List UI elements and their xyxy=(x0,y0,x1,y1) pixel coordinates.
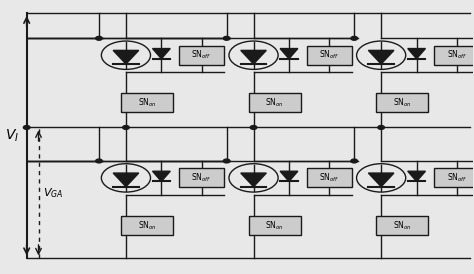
Circle shape xyxy=(223,159,230,163)
Polygon shape xyxy=(408,171,426,181)
Polygon shape xyxy=(113,50,139,64)
Circle shape xyxy=(96,159,102,163)
Circle shape xyxy=(378,125,384,129)
Bar xyxy=(179,46,224,65)
Polygon shape xyxy=(241,173,266,187)
Polygon shape xyxy=(280,48,298,59)
Text: SN$_{off}$: SN$_{off}$ xyxy=(191,172,212,184)
Text: $V_I$: $V_I$ xyxy=(6,127,19,144)
Polygon shape xyxy=(153,48,170,59)
Bar xyxy=(307,168,352,187)
Polygon shape xyxy=(408,48,426,59)
Text: SN$_{off}$: SN$_{off}$ xyxy=(447,172,467,184)
Text: SN$_{on}$: SN$_{on}$ xyxy=(265,219,284,232)
Bar xyxy=(249,93,301,112)
Polygon shape xyxy=(241,50,266,64)
Polygon shape xyxy=(368,50,394,64)
Bar xyxy=(121,216,173,235)
Bar xyxy=(179,168,224,187)
Bar xyxy=(121,93,173,112)
Text: SN$_{on}$: SN$_{on}$ xyxy=(138,219,157,232)
Text: SN$_{off}$: SN$_{off}$ xyxy=(319,49,339,61)
Bar xyxy=(249,216,301,235)
Text: SN$_{on}$: SN$_{on}$ xyxy=(393,97,412,109)
Circle shape xyxy=(96,36,102,40)
Bar xyxy=(434,46,474,65)
Polygon shape xyxy=(368,173,394,187)
Bar xyxy=(434,168,474,187)
Text: SN$_{off}$: SN$_{off}$ xyxy=(447,49,467,61)
Circle shape xyxy=(351,159,357,163)
Circle shape xyxy=(23,125,30,129)
Polygon shape xyxy=(113,173,139,187)
Text: $V_{GA}$: $V_{GA}$ xyxy=(43,186,64,200)
Polygon shape xyxy=(153,171,170,181)
Text: SN$_{on}$: SN$_{on}$ xyxy=(138,97,157,109)
Bar xyxy=(376,93,428,112)
Circle shape xyxy=(223,36,230,40)
Circle shape xyxy=(250,125,257,129)
Circle shape xyxy=(123,125,129,129)
Polygon shape xyxy=(280,171,298,181)
Bar xyxy=(307,46,352,65)
Text: SN$_{off}$: SN$_{off}$ xyxy=(319,172,339,184)
Text: SN$_{on}$: SN$_{on}$ xyxy=(393,219,412,232)
Text: SN$_{on}$: SN$_{on}$ xyxy=(265,97,284,109)
Text: SN$_{off}$: SN$_{off}$ xyxy=(191,49,212,61)
Circle shape xyxy=(351,36,357,40)
Bar xyxy=(376,216,428,235)
